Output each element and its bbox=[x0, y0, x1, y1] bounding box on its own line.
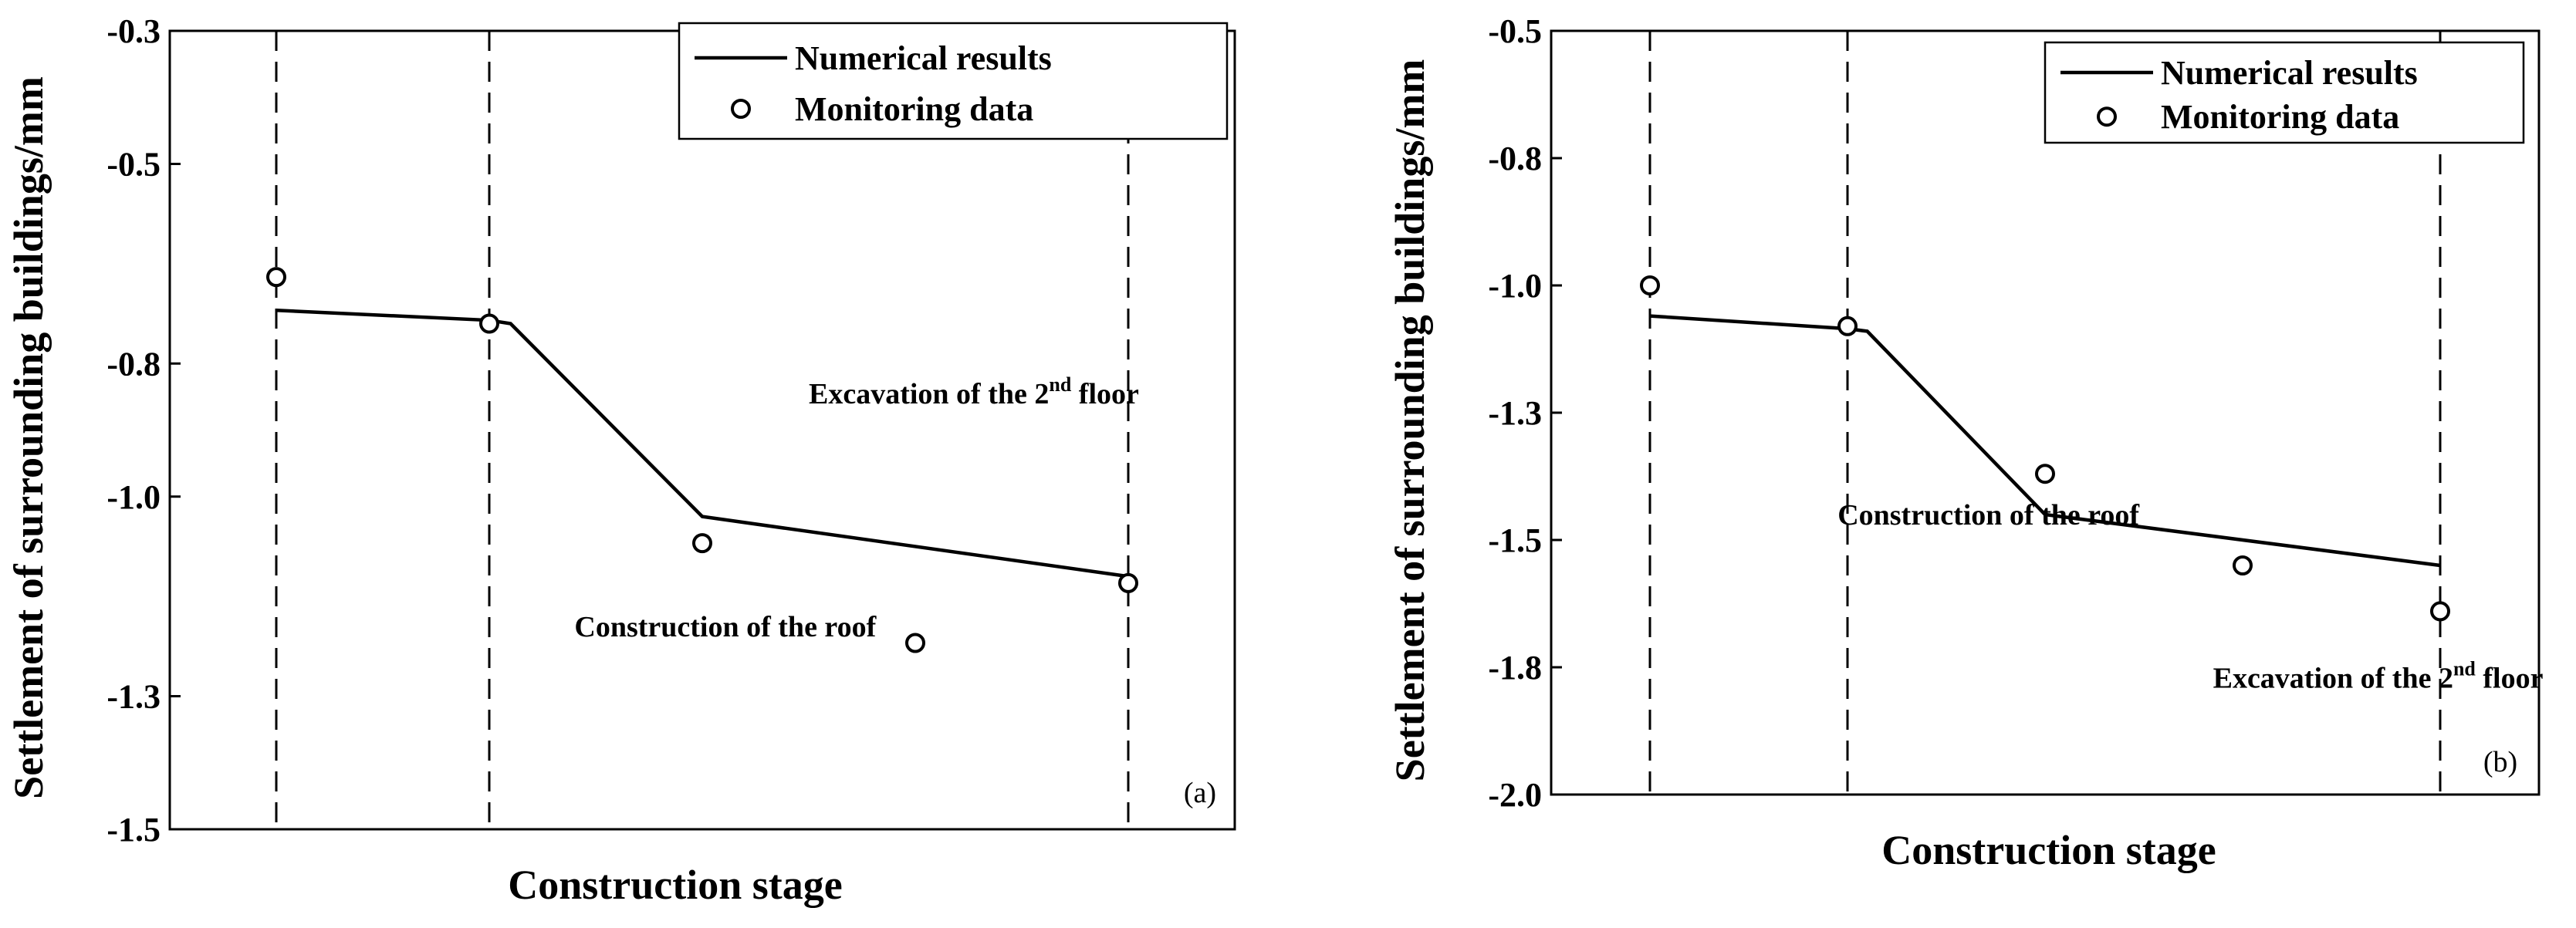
legend-marker-swatch bbox=[2097, 106, 2117, 127]
y-tick-label: -2.0 bbox=[1488, 776, 1542, 814]
stage-annotation: Excavation of the 2nd floor bbox=[809, 373, 1139, 410]
legend-label-monitoring: Monitoring data bbox=[795, 90, 1033, 128]
monitoring-data-point bbox=[2035, 464, 2055, 484]
numerical-results-line bbox=[276, 309, 1129, 579]
legend: Numerical results Monitoring data bbox=[678, 22, 1229, 140]
monitoring-data-point bbox=[2233, 555, 2253, 575]
legend-label-numerical: Numerical results bbox=[2161, 54, 2418, 92]
y-tick-label: -0.5 bbox=[106, 146, 161, 184]
plot-frame bbox=[168, 29, 1236, 831]
monitoring-data-point bbox=[1640, 275, 1660, 295]
legend-marker-swatch bbox=[731, 99, 751, 119]
legend: Numerical results Monitoring data bbox=[2044, 41, 2525, 144]
y-axis-title: Settlement of surrounding buildings/mm bbox=[1387, 59, 1433, 782]
stage-annotation: Construction of the roof bbox=[574, 611, 877, 643]
x-axis-title: Construction stage bbox=[1881, 827, 2216, 873]
y-tick-label: -1.5 bbox=[1488, 521, 1542, 559]
y-tick-label: -1.3 bbox=[1488, 394, 1542, 432]
y-tick-label: -1.5 bbox=[106, 811, 161, 849]
legend-label-numerical: Numerical results bbox=[795, 39, 1052, 77]
monitoring-data-point bbox=[479, 313, 499, 334]
panel-label: (a) bbox=[1184, 777, 1216, 809]
stage-annotation: Excavation of the 2nd floor bbox=[2213, 657, 2544, 694]
legend-box bbox=[2044, 41, 2525, 144]
y-tick-label: -0.3 bbox=[106, 12, 161, 50]
chart-panel-2: -0.5 -0.8 -1.0 -1.3 -1.5 -1.8 -2.0 Construction… bbox=[1387, 12, 2544, 873]
y-tick-label: -1.3 bbox=[106, 678, 161, 716]
y-tick-label: -1.0 bbox=[1488, 267, 1542, 305]
y-tick-label: -0.8 bbox=[106, 345, 161, 383]
chart-panel-1: -0.3 -0.5 -0.8 -1.0 -1.3 -1.5 Excavation of th… bbox=[5, 12, 1236, 908]
monitoring-data-point bbox=[266, 267, 286, 288]
y-tick-label: -0.5 bbox=[1488, 12, 1542, 50]
legend-label-monitoring: Monitoring data bbox=[2161, 98, 2399, 136]
y-tick-label: -1.8 bbox=[1488, 649, 1542, 687]
numerical-results-line bbox=[1649, 314, 2441, 568]
monitoring-data-point bbox=[1118, 572, 1138, 593]
y-tick-label: -1.0 bbox=[106, 478, 161, 516]
monitoring-data-point bbox=[905, 633, 925, 653]
panel-label: (b) bbox=[2483, 746, 2517, 778]
monitoring-data-point bbox=[2430, 601, 2450, 622]
stage-annotation: Construction of the roof bbox=[1837, 499, 2140, 531]
y-axis-title: Settlement of surrounding buildings/mm bbox=[5, 76, 52, 799]
monitoring-data-point bbox=[692, 533, 712, 554]
x-axis-title: Construction stage bbox=[508, 862, 842, 908]
y-tick-label: -0.8 bbox=[1488, 140, 1542, 177]
legend-box bbox=[678, 22, 1229, 140]
monitoring-data-point bbox=[1837, 316, 1858, 336]
